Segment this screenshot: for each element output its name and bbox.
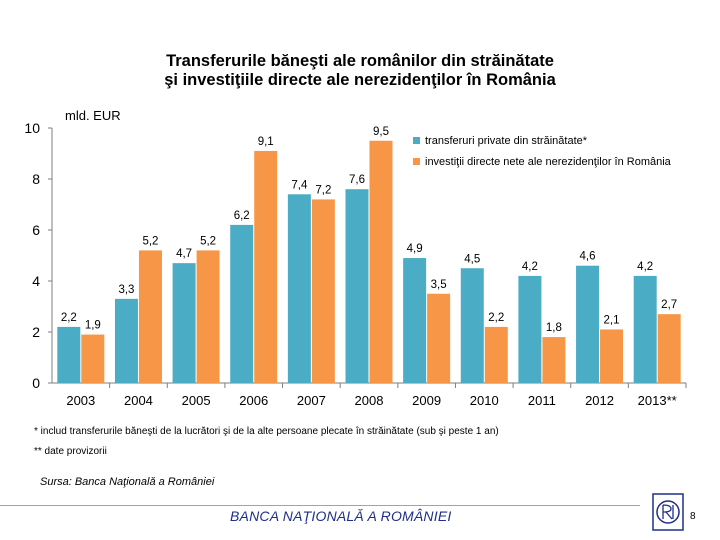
bar-transfers xyxy=(114,298,138,383)
y-tick-label: 10 xyxy=(24,120,40,136)
x-tick-label: 2010 xyxy=(470,393,499,408)
legend-label-fdi: investiţii directe nete ale nerezidenţil… xyxy=(425,155,671,168)
bar-fdi xyxy=(254,150,278,383)
data-label: 1,8 xyxy=(546,322,562,334)
x-tick-label: 2012 xyxy=(585,393,614,408)
data-label: 7,2 xyxy=(315,184,331,196)
data-label: 4,9 xyxy=(407,243,423,255)
legend-swatch-fdi xyxy=(413,158,420,165)
bar-transfers xyxy=(172,263,196,383)
data-label: 4,5 xyxy=(464,253,480,265)
legend: transferuri private din străinătate* inv… xyxy=(413,130,671,172)
chart-title-line-1: Transferurile băneşti ale românilor din … xyxy=(166,52,554,70)
data-label: 1,9 xyxy=(85,320,101,332)
x-tick-label: 2009 xyxy=(412,393,441,408)
source-note: Sursa: Banca Naţională a României xyxy=(40,476,215,488)
bar-fdi xyxy=(600,329,624,383)
x-tick-label: 2003 xyxy=(66,393,95,408)
data-label: 2,2 xyxy=(61,312,77,324)
legend-swatch-transfers xyxy=(413,137,420,144)
data-label: 4,6 xyxy=(580,251,596,263)
y-tick-label: 8 xyxy=(32,171,40,187)
footer-divider xyxy=(0,505,640,506)
data-label: 7,4 xyxy=(291,179,308,191)
bar-transfers xyxy=(633,275,657,383)
data-label: 5,2 xyxy=(142,235,158,247)
chart-title: Transferurile băneşti ale românilor din … xyxy=(120,52,600,90)
y-axis-unit-label: mld. EUR xyxy=(65,108,121,123)
y-tick-label: 2 xyxy=(32,324,40,340)
x-tick-label: 2011 xyxy=(528,393,556,408)
bar-fdi xyxy=(311,199,335,383)
x-tick-label: 2013** xyxy=(638,393,677,408)
data-label: 2,2 xyxy=(488,312,504,324)
data-label: 7,6 xyxy=(349,174,365,186)
bar-transfers xyxy=(345,189,369,383)
x-tick-label: 2004 xyxy=(124,393,153,408)
y-tick-label: 0 xyxy=(32,375,40,391)
bar-transfers xyxy=(57,326,81,383)
bar-transfers xyxy=(230,224,254,383)
bar-transfers xyxy=(403,258,427,383)
data-label: 4,2 xyxy=(637,261,653,273)
bar-fdi xyxy=(81,334,105,383)
bar-chart: 0 2 4 6 8 10 2003 2,2 1,9 2004 3,3 5,2 2005 4,7 5,2 200… xyxy=(24,120,687,408)
x-tick-label: 2006 xyxy=(239,393,268,408)
bar-transfers xyxy=(460,268,484,383)
data-label: 4,7 xyxy=(176,248,192,260)
bar-transfers xyxy=(287,194,311,383)
data-label: 3,3 xyxy=(118,284,134,296)
bar-transfers xyxy=(576,265,600,383)
bar-fdi xyxy=(369,140,393,383)
bar-fdi xyxy=(542,337,566,383)
data-label: 3,5 xyxy=(431,279,447,291)
x-tick-label: 2005 xyxy=(182,393,211,408)
x-tick-label: 2008 xyxy=(355,393,384,408)
data-label: 2,7 xyxy=(661,299,677,311)
bar-fdi xyxy=(484,326,508,383)
data-label: 9,1 xyxy=(258,136,274,148)
bank-name-footer: BANCA NAŢIONALĂ A ROMÂNIEI xyxy=(230,508,452,524)
bar-fdi xyxy=(196,250,220,383)
x-tick-label: 2007 xyxy=(297,393,326,408)
bar-fdi xyxy=(138,250,162,383)
legend-label-transfers: transferuri private din străinătate* xyxy=(425,134,588,147)
bar-fdi xyxy=(657,314,681,383)
footnote-provisional: ** date provizorii xyxy=(34,446,107,457)
data-label: 6,2 xyxy=(234,210,250,222)
legend-item-fdi: investiţii directe nete ale nerezidenţil… xyxy=(413,151,671,172)
data-label: 4,2 xyxy=(522,261,538,273)
legend-item-transfers: transferuri private din străinătate* xyxy=(413,130,671,151)
bar-transfers xyxy=(518,275,542,383)
bar-fdi xyxy=(427,293,451,383)
footnote-transfers: * includ transferurile băneşti de la luc… xyxy=(34,426,499,437)
data-label: 2,1 xyxy=(604,314,620,326)
chart-title-line-2: şi investiţiile directe ale nerezidenţil… xyxy=(164,71,556,89)
y-tick-label: 4 xyxy=(32,273,40,289)
data-label: 9,5 xyxy=(373,126,389,138)
bnr-logo-icon xyxy=(652,493,684,531)
y-tick-label: 6 xyxy=(32,222,40,238)
data-label: 5,2 xyxy=(200,235,216,247)
footnotes: * includ transferurile băneşti de la luc… xyxy=(34,424,499,464)
page-number: 8 xyxy=(690,511,696,522)
